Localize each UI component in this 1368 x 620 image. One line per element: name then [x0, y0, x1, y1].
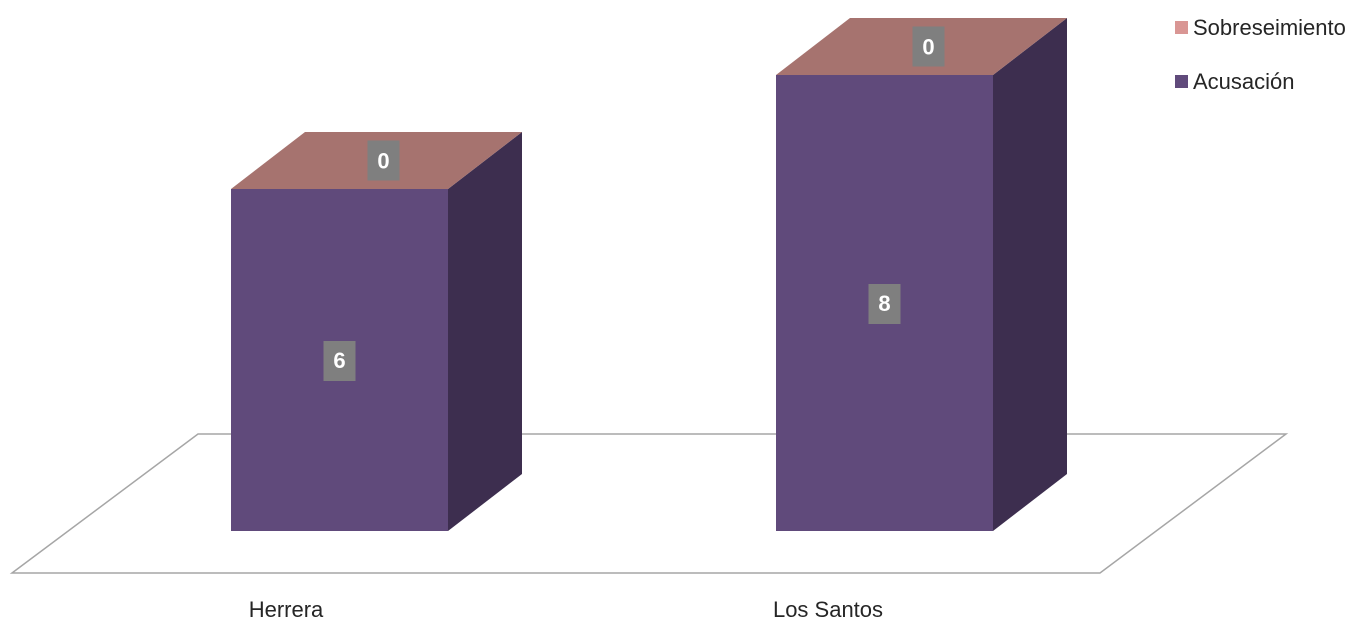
legend-swatch	[1175, 21, 1188, 34]
category-label-0: Herrera	[249, 597, 324, 620]
data-label-acusacion-1: 8	[868, 284, 901, 324]
chart-floor	[9, 433, 1289, 574]
data-label-sobreseimiento-text-1: 0	[922, 35, 934, 60]
bar-side-1	[993, 18, 1067, 531]
legend-swatch	[1175, 75, 1188, 88]
data-label-acusacion-text-1: 8	[878, 291, 890, 316]
data-labels: 6 0 8 0	[323, 26, 945, 381]
data-label-sobreseimiento-text-0: 0	[377, 149, 389, 174]
bars	[231, 18, 1067, 531]
data-label-sobreseimiento-0: 0	[367, 140, 400, 181]
bar-side-0	[448, 132, 522, 531]
data-label-sobreseimiento-1: 0	[912, 26, 945, 67]
data-label-acusacion-0: 6	[323, 341, 356, 381]
floor-plane	[9, 433, 1289, 574]
legend-item-sobreseimiento: Sobreseimiento	[1175, 15, 1346, 40]
category-label-1: Los Santos	[773, 597, 883, 620]
data-label-acusacion-text-0: 6	[333, 348, 345, 373]
legend-label: Acusación	[1193, 69, 1295, 94]
category-labels: Herrera Los Santos	[249, 597, 883, 620]
legend: Sobreseimiento Acusación	[1175, 15, 1346, 94]
legend-item-acusacion: Acusación	[1175, 69, 1295, 94]
legend-label: Sobreseimiento	[1193, 15, 1346, 40]
